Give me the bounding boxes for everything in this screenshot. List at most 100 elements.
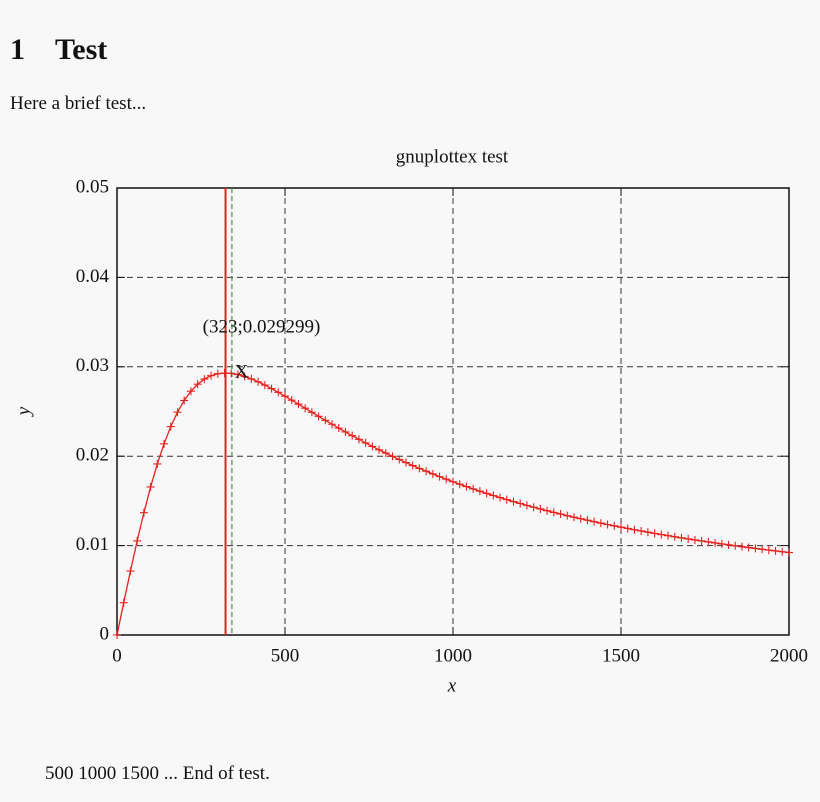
- point-marker: [287, 396, 296, 405]
- point-marker: [623, 524, 632, 533]
- point-marker: [260, 381, 269, 390]
- point-marker: [381, 449, 390, 458]
- point-marker: [785, 548, 793, 557]
- point-marker: [180, 396, 189, 405]
- intro-text: Here a brief test...: [10, 93, 147, 114]
- point-marker: [724, 540, 733, 549]
- point-marker: [583, 516, 592, 525]
- point-marker: [428, 469, 437, 478]
- point-marker: [684, 534, 693, 543]
- point-marker: [677, 533, 686, 542]
- x-tick-label: 1000: [434, 645, 472, 666]
- section-number: 1: [10, 33, 25, 66]
- point-marker: [509, 497, 518, 506]
- point-marker: [603, 520, 612, 529]
- point-marker: [522, 501, 531, 510]
- plot-frame: [116, 187, 790, 636]
- section-heading: 1 Test: [10, 33, 107, 67]
- x-tick-label: 500: [271, 645, 300, 666]
- point-marker: [186, 387, 195, 396]
- x-axis-label: x: [447, 675, 457, 696]
- x-tick-label: 0: [112, 645, 122, 666]
- point-marker: [348, 431, 357, 440]
- point-marker: [549, 508, 558, 517]
- y-tick-label: 0.05: [76, 176, 109, 197]
- annotation: (323;0.029299): [203, 316, 321, 337]
- point-marker: [536, 504, 545, 513]
- section-title: Test: [55, 33, 108, 66]
- point-marker: [213, 369, 222, 378]
- point-marker: [731, 541, 740, 550]
- point-marker: [617, 523, 625, 532]
- point-marker: [153, 459, 162, 468]
- point-marker: [354, 435, 363, 444]
- point-marker: [502, 495, 511, 504]
- point-marker: [301, 404, 310, 413]
- point-marker: [664, 531, 673, 540]
- point-marker: [146, 482, 155, 491]
- point-marker: [233, 370, 242, 379]
- x-tick-label: 2000: [770, 645, 808, 666]
- point-marker: [690, 535, 699, 544]
- point-marker: [596, 519, 605, 528]
- point-marker: [220, 369, 229, 378]
- point-marker: [489, 491, 498, 500]
- point-marker: [496, 493, 505, 502]
- point-marker: [314, 412, 323, 421]
- point-marker: [751, 544, 760, 553]
- y-tick-label: 0.03: [76, 355, 109, 376]
- point-marker: [657, 530, 666, 539]
- point-marker: [415, 464, 424, 473]
- point-marker: [758, 545, 767, 554]
- point-marker: [328, 420, 337, 429]
- point-marker: [435, 472, 444, 481]
- point-marker: [462, 482, 471, 491]
- point-marker: [207, 371, 216, 380]
- point-marker: [529, 503, 538, 512]
- point-marker: [455, 480, 464, 489]
- point-marker: [307, 408, 316, 417]
- point-marker: [717, 539, 726, 548]
- point-marker: [697, 536, 706, 545]
- point-marker: [771, 546, 780, 555]
- point-marker: [643, 528, 652, 537]
- point-marker: [610, 521, 619, 530]
- point-marker: [704, 537, 713, 546]
- point-marker: [267, 384, 276, 393]
- chart-title: gnuplottex test: [396, 146, 509, 167]
- point-marker: [173, 408, 182, 417]
- point-marker: [449, 477, 457, 486]
- point-marker: [637, 526, 646, 535]
- y-tick-label: 0.02: [76, 445, 109, 466]
- point-marker: [442, 475, 451, 484]
- point-marker: [274, 388, 283, 397]
- point-marker: [368, 442, 377, 451]
- point-marker: [119, 598, 128, 607]
- point-marker: [334, 424, 343, 433]
- point-marker: [650, 529, 659, 538]
- point-marker: [240, 372, 249, 381]
- point-marker: [388, 452, 397, 461]
- point-marker: [254, 377, 263, 386]
- point-marker: [401, 458, 410, 467]
- point-marker: [375, 445, 384, 454]
- y-axis-label: y: [13, 406, 34, 417]
- point-marker: [422, 467, 431, 476]
- point-marker: [166, 422, 175, 431]
- point-marker: [200, 375, 209, 384]
- point-marker: [737, 542, 746, 551]
- point-marker: [563, 511, 572, 520]
- point-marker: [341, 427, 350, 436]
- point-label: X: [235, 361, 249, 382]
- x-tick-label: 1500: [602, 645, 640, 666]
- point-marker: [516, 499, 525, 508]
- point-marker: [227, 369, 236, 378]
- point-marker: [630, 525, 639, 534]
- point-marker: [247, 374, 256, 383]
- point-marker: [160, 439, 169, 448]
- point-marker: [133, 536, 142, 545]
- point-marker: [711, 538, 720, 547]
- point-marker: [408, 461, 417, 470]
- point-marker: [193, 380, 202, 389]
